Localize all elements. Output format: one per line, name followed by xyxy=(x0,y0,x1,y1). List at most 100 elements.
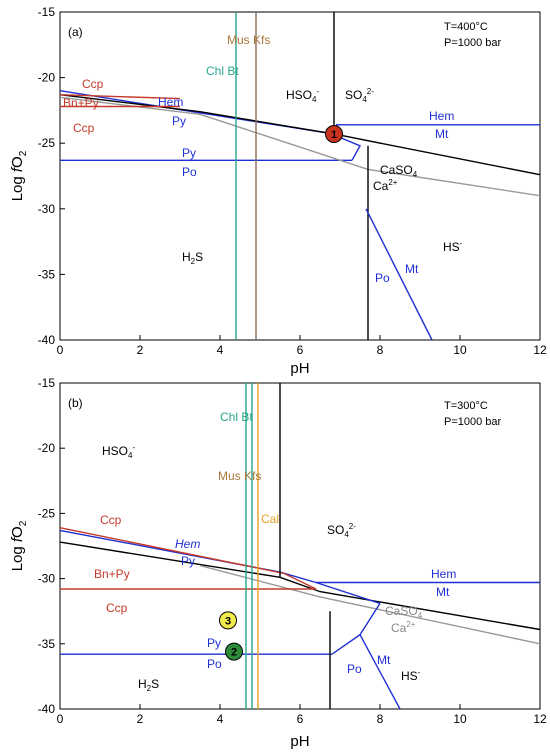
boundary-lines-a xyxy=(59,12,541,341)
y-axis-label-b: Log fO2 xyxy=(9,520,29,571)
x-tick-label-b-2: 4 xyxy=(217,712,224,726)
x-tick-label-a-6: 12 xyxy=(533,343,547,357)
x-tick-label-a-2: 4 xyxy=(217,343,224,357)
label-hso4-a: HSO4- xyxy=(286,87,319,104)
label-hso4-b: HSO4- xyxy=(102,443,135,460)
x-tick-label-b-6: 12 xyxy=(533,712,547,726)
label-hem-a-2: Hem xyxy=(429,109,454,123)
x-tick-label-b-1: 2 xyxy=(137,712,144,726)
y-tick-label-b-2: -25 xyxy=(38,506,56,520)
sample-point-b-0 xyxy=(219,611,237,630)
label-po-b-1: Po xyxy=(207,657,222,671)
sample-point-label-b-0: 3 xyxy=(225,615,231,627)
label-po-a-2: Po xyxy=(375,271,390,285)
boundary-line-a-4 xyxy=(337,135,361,161)
label-py-b-1: Py xyxy=(181,554,195,568)
boundary-line-b-1 xyxy=(199,564,541,645)
label-mus-kfs-a: Mus Kfs xyxy=(227,33,270,47)
y-tick-label-a-2: -25 xyxy=(38,136,56,150)
boundary-line-b-0 xyxy=(59,541,541,631)
condition-pressure-a: P=1000 bar xyxy=(444,37,502,49)
plot-frame-a xyxy=(59,11,541,341)
y-tick-label-a-1: -20 xyxy=(38,71,56,85)
label-so4-b: SO42- xyxy=(327,522,356,539)
label-ca-a: Ca2+ xyxy=(373,178,398,193)
ticks-b: 0 2 4 6 8 10 12 -15 -20 -25 -30 -35 -40 xyxy=(38,376,547,726)
x-tick-label-a-4: 8 xyxy=(377,343,384,357)
label-h2s-a: H2S xyxy=(182,250,203,266)
label-chl-bt-a: Chl Bt xyxy=(206,64,239,78)
sample-point-b-1 xyxy=(225,642,243,661)
plot-frame-b xyxy=(59,382,541,710)
label-mt-a-2: Mt xyxy=(405,262,419,276)
label-hem-b-1: Hem xyxy=(175,537,200,551)
y-tick-label-a-4: -35 xyxy=(38,267,56,281)
label-mt-b-2: Mt xyxy=(377,653,391,667)
label-bnpy-b: Bn+Py xyxy=(94,567,130,581)
boundary-line-a-8 xyxy=(365,208,433,341)
sample-point-a-0 xyxy=(325,125,343,144)
boundary-lines-b xyxy=(59,383,541,710)
label-mus-kfs-b: Mus Kfs xyxy=(218,469,261,483)
y-tick-label-b-0: -15 xyxy=(38,376,56,390)
label-bnpy-a: Bn+Py xyxy=(63,96,99,110)
condition-temperature-a: T=400°C xyxy=(444,21,488,33)
x-tick-label-a-1: 2 xyxy=(137,343,144,357)
label-cal-b: Cal xyxy=(261,512,279,526)
sample-point-label-a-0: 1 xyxy=(331,129,337,141)
label-ca-b: Ca2+ xyxy=(391,620,416,635)
boundary-line-a-5 xyxy=(59,94,541,176)
sample-point-label-b-1: 2 xyxy=(231,647,237,659)
y-axis-label-a: Log fO2 xyxy=(9,150,29,201)
label-po-a-1: Po xyxy=(182,165,197,179)
label-mt-a-1: Mt xyxy=(435,127,449,141)
x-tick-label-a-3: 6 xyxy=(297,343,304,357)
label-py-a-2: Py xyxy=(182,146,196,160)
sample-points-a: 1 xyxy=(325,125,343,144)
label-py-a-1: Py xyxy=(172,114,186,128)
label-mt-b-1: Mt xyxy=(436,585,450,599)
label-ccp-a-2: Ccp xyxy=(73,121,95,135)
y-tick-label-b-1: -20 xyxy=(38,441,56,455)
sample-points-b: 32 xyxy=(219,611,243,661)
label-ccp-a-1: Ccp xyxy=(82,77,104,91)
x-tick-label-b-4: 8 xyxy=(377,712,384,726)
y-tick-label-b-3: -30 xyxy=(38,572,56,586)
panel-label-a: (a) xyxy=(68,25,83,39)
boundary-line-b-2 xyxy=(59,529,381,605)
label-so4-a: SO42- xyxy=(345,87,374,104)
y-tick-label-a-0: -15 xyxy=(38,5,56,19)
condition-temperature-b: T=300°C xyxy=(444,400,488,412)
y-tick-label-a-5: -40 xyxy=(38,333,56,347)
y-tick-label-a-3: -30 xyxy=(38,202,56,216)
x-tick-label-b-3: 6 xyxy=(297,712,304,726)
boundary-line-b-5 xyxy=(331,603,381,655)
label-hem-b-2: Hem xyxy=(431,567,456,581)
boundary-line-a-9 xyxy=(59,94,181,100)
condition-pressure-b: P=1000 bar xyxy=(444,416,502,428)
boundary-line-b-8 xyxy=(59,527,317,590)
x-tick-label-a-0: 0 xyxy=(57,343,64,357)
label-hem-a-1: Hem xyxy=(158,95,183,109)
y-tick-label-b-4: -35 xyxy=(38,637,56,651)
x-tick-label-b-5: 10 xyxy=(453,712,467,726)
label-po-b-2: Po xyxy=(347,662,362,676)
boundary-line-b-6 xyxy=(359,634,401,710)
label-hs-b: HS- xyxy=(401,668,421,683)
x-axis-label-b: pH xyxy=(290,733,309,750)
label-caso4-a: CaSO4 xyxy=(380,163,418,179)
label-ccp-b-2: Ccp xyxy=(106,601,128,615)
label-caso4-b: CaSO4 xyxy=(385,604,423,620)
y-tick-label-b-5: -40 xyxy=(38,702,56,716)
x-tick-label-b-0: 0 xyxy=(57,712,64,726)
ticks-a: 0 2 4 6 8 10 12 -15 -20 -25 -30 -35 -40 xyxy=(38,5,547,357)
x-axis-label-a: pH xyxy=(290,360,309,377)
panel-a: 0 2 4 6 8 10 12-15-20-25-30-35-40 (a) T=400°C … xyxy=(9,5,547,377)
x-tick-label-a-5: 10 xyxy=(453,343,467,357)
panel-b: 0 2 4 6 8 10 12-15-20-25-30-35-40 (b) T=300°C … xyxy=(9,376,547,750)
boundary-line-a-6 xyxy=(59,96,541,197)
label-h2s-b: H2S xyxy=(138,677,159,693)
label-hs-a: HS- xyxy=(443,239,463,254)
label-py-b-2: Py xyxy=(207,636,221,650)
